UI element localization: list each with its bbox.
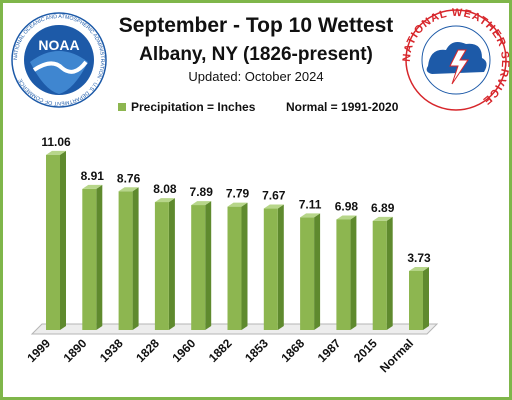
legend-swatch: [118, 103, 126, 111]
bar-top: [46, 150, 66, 155]
category-label: 2015: [351, 336, 380, 365]
data-label: 7.11: [299, 197, 322, 211]
data-label: 11.06: [41, 135, 71, 149]
bar: [191, 205, 206, 330]
chart-title: September - Top 10 Wettest: [118, 14, 394, 37]
data-label: 8.76: [117, 171, 141, 185]
bar: [300, 217, 315, 330]
updated-note: Updated: October 2024: [188, 69, 324, 84]
bar-side: [96, 184, 103, 330]
bar-side: [314, 213, 321, 330]
data-label: 7.79: [226, 187, 250, 201]
bar-top: [191, 201, 212, 206]
category-label: 1960: [170, 336, 199, 365]
bar-top: [227, 202, 248, 207]
category-label: 1890: [61, 336, 90, 365]
bar: [227, 206, 242, 330]
data-label: 8.08: [153, 182, 177, 196]
bar: [118, 191, 133, 330]
category-label: 1853: [242, 336, 271, 365]
category-label: 1938: [97, 336, 126, 365]
bar: [82, 188, 97, 330]
data-label: 6.98: [335, 199, 359, 213]
category-label: 1999: [24, 336, 53, 365]
bar-side: [168, 198, 175, 330]
bar: [409, 270, 423, 330]
category-label: 1828: [133, 336, 162, 365]
data-label: 3.73: [407, 251, 431, 265]
bar-side: [60, 150, 66, 330]
data-label: 8.91: [81, 169, 105, 183]
bar: [372, 220, 387, 330]
bar: [336, 219, 351, 330]
bar-side: [277, 204, 284, 330]
category-label: 1882: [206, 336, 235, 365]
bar-top: [82, 184, 103, 189]
bar: [46, 154, 60, 330]
legend: Precipitation = Inches: [118, 100, 255, 114]
bar-side: [350, 215, 357, 330]
bar-side: [205, 201, 212, 330]
bar-top: [154, 198, 175, 203]
bar-top: [118, 187, 139, 192]
chart-subtitle: Albany, NY (1826-present): [139, 44, 373, 65]
bar: [154, 202, 169, 330]
bar: [263, 208, 278, 330]
data-label: 7.89: [190, 185, 214, 199]
bar-top: [409, 266, 429, 271]
data-label: 7.67: [262, 189, 286, 203]
bar-side: [386, 216, 393, 330]
category-label: Normal: [377, 336, 416, 375]
data-label: 6.89: [371, 201, 395, 215]
bar-top: [263, 204, 284, 209]
normal-period-note: Normal = 1991-2020: [286, 100, 399, 114]
bar-side: [132, 187, 139, 330]
category-label: 1987: [315, 336, 344, 365]
bar-top: [372, 216, 393, 221]
bar-side: [423, 266, 429, 330]
legend-series-label: Precipitation = Inches: [131, 100, 256, 114]
bar-side: [241, 202, 248, 330]
bar-top: [300, 213, 321, 218]
bar-top: [336, 215, 357, 220]
category-label: 1868: [278, 336, 307, 365]
